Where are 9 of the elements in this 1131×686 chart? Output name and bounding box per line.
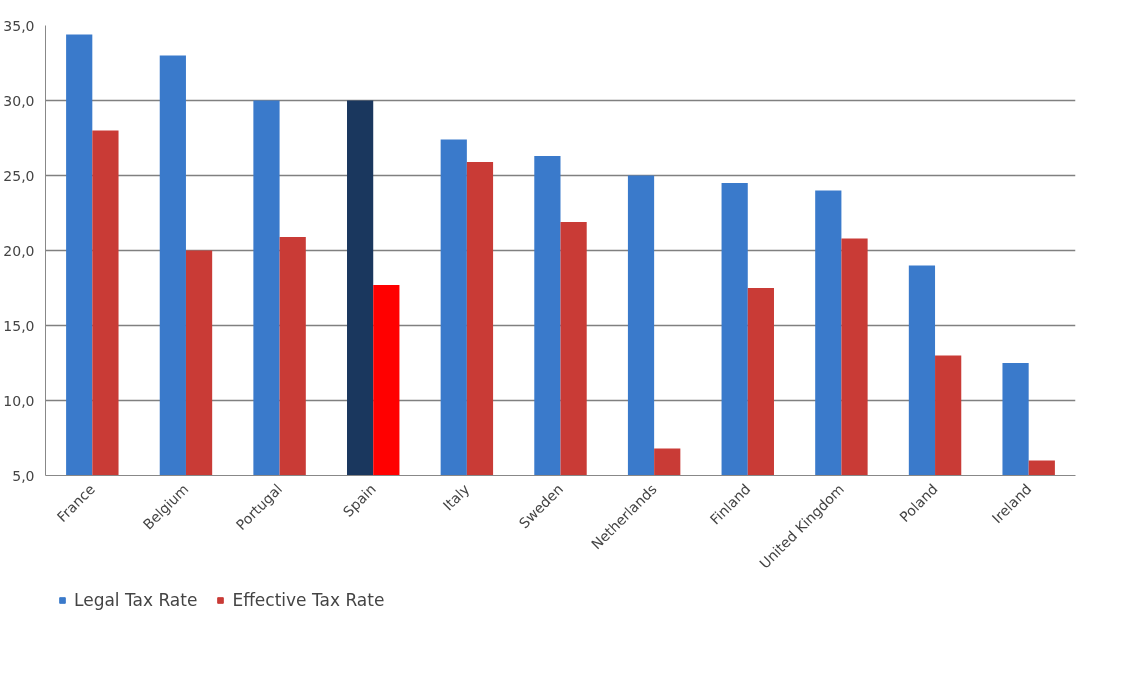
legend-label: Effective Tax Rate (232, 590, 385, 610)
legend-label: Legal Tax Rate (74, 590, 198, 610)
y-tick-label: 10,0 (3, 392, 35, 409)
y-tick-label: 5,0 (12, 467, 35, 484)
y-tick-label: 15,0 (3, 317, 35, 334)
y-tick-label: 20,0 (3, 242, 35, 259)
y-tick-label: 35,0 (3, 17, 35, 34)
y-tick-label: 30,0 (3, 92, 35, 109)
y-tick-label: 25,0 (3, 167, 35, 184)
